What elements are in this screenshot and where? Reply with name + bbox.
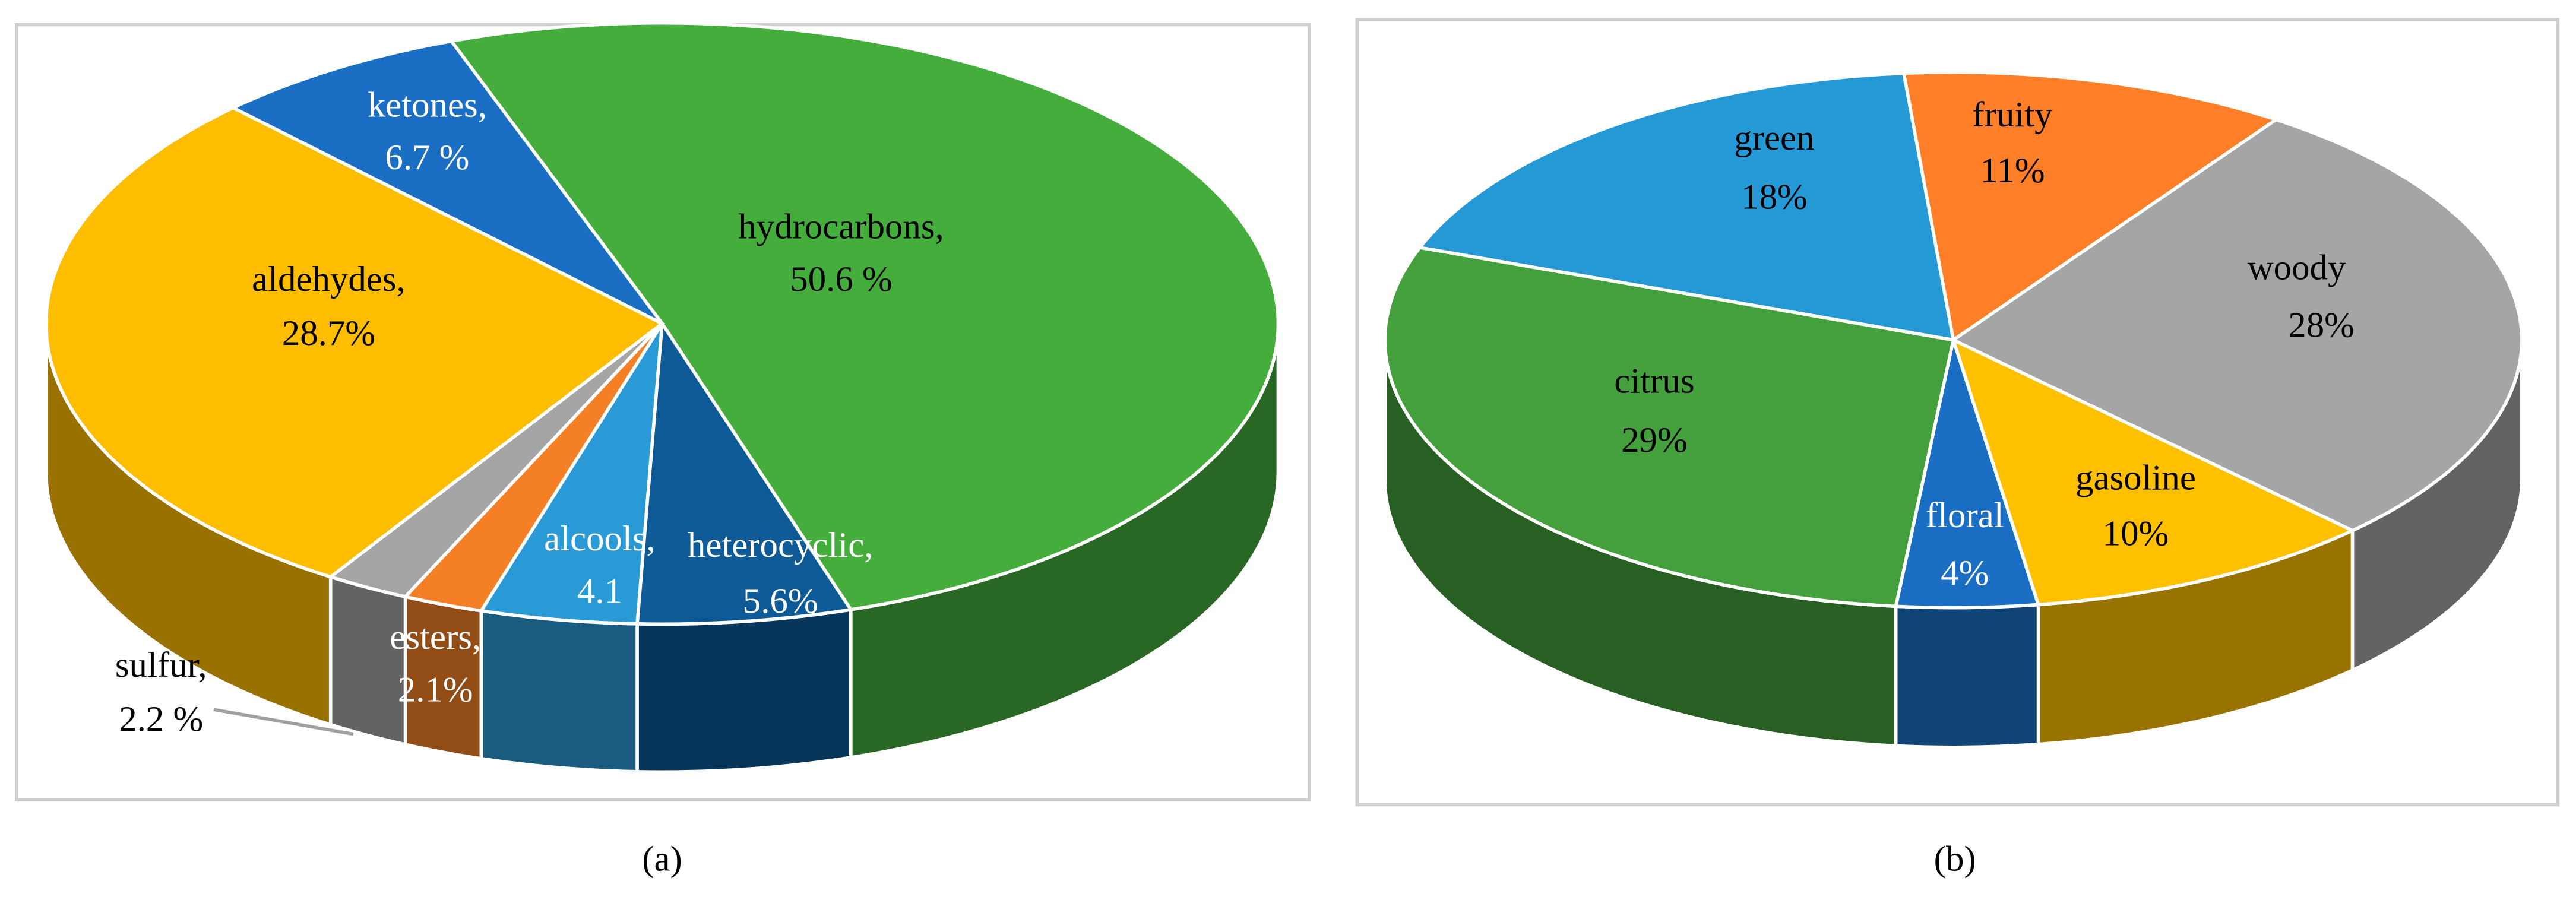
category-label: citrus bbox=[1614, 361, 1694, 401]
value-label: 29% bbox=[1621, 420, 1688, 460]
slice-side bbox=[328, 574, 407, 747]
category-label: esters, bbox=[390, 617, 481, 657]
slice bbox=[1894, 333, 2041, 610]
category-label: heterocyclic, bbox=[688, 525, 874, 565]
slice bbox=[478, 322, 664, 626]
slice bbox=[1901, 70, 2280, 343]
slice-side bbox=[1894, 603, 2040, 749]
category-label: hydrocarbons, bbox=[738, 207, 944, 246]
slice-side bbox=[479, 609, 639, 774]
category-label: green bbox=[1734, 118, 1814, 158]
slice bbox=[1950, 118, 2524, 533]
caption: (b) bbox=[1934, 839, 1976, 879]
value-label: 5.6% bbox=[743, 581, 818, 621]
value-label: 28% bbox=[2288, 305, 2355, 345]
value-label: 6.7 % bbox=[385, 138, 469, 178]
slice bbox=[635, 318, 854, 626]
slice-side bbox=[635, 607, 853, 774]
panel-frame bbox=[1355, 18, 2560, 807]
category-label: gasoline bbox=[2075, 458, 2196, 498]
category-label: alcools, bbox=[544, 519, 656, 559]
slice bbox=[1950, 337, 2356, 607]
value-label: 4% bbox=[1941, 553, 1989, 593]
value-label: 2.1% bbox=[398, 670, 473, 709]
category-label: fruity bbox=[1972, 95, 2053, 135]
category-label: floral bbox=[1926, 496, 2004, 535]
value-label: 18% bbox=[1741, 177, 1808, 217]
value-label: 2.2 % bbox=[119, 699, 203, 739]
value-label: 4.1 bbox=[577, 571, 622, 611]
slice bbox=[1383, 245, 1955, 609]
slice bbox=[229, 39, 664, 325]
slice bbox=[44, 106, 666, 579]
category-label: sulfur, bbox=[115, 645, 207, 685]
category-label: ketones, bbox=[368, 85, 487, 125]
value-label: 50.6 % bbox=[790, 259, 892, 299]
caption: (a) bbox=[642, 839, 682, 879]
category-label: aldehydes, bbox=[252, 259, 406, 299]
leader-line bbox=[213, 708, 354, 736]
category-label: woody bbox=[2248, 248, 2346, 287]
value-label: 28.7% bbox=[282, 313, 375, 353]
slice bbox=[1417, 71, 1955, 343]
value-label: 11% bbox=[1980, 151, 2045, 191]
slice bbox=[448, 21, 1280, 611]
value-label: 10% bbox=[2103, 514, 2169, 554]
